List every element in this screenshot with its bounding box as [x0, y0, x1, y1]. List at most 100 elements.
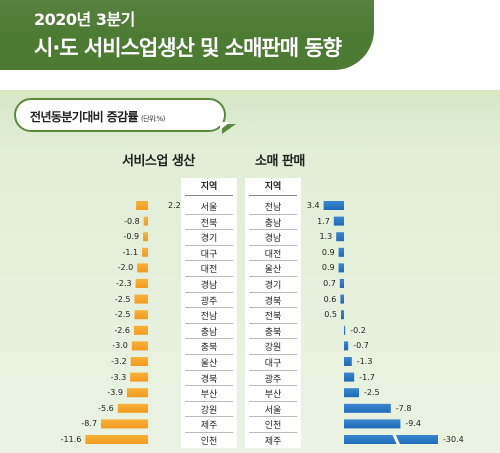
- retail-region-rule-2: [249, 244, 297, 246]
- retail-bar-1: [333, 216, 344, 226]
- retail-value-label-13: -7.8: [395, 403, 412, 413]
- service-bar-8: [134, 325, 148, 335]
- retail-region-label-8: 충북: [264, 327, 282, 338]
- retail-value-label-15: -30.4: [443, 435, 464, 444]
- service-value-label-1: -0.8: [124, 216, 140, 226]
- retail-region-rule-4: [249, 276, 297, 277]
- retail-region-label-11: 광주: [264, 374, 282, 385]
- service-region-label-1: 전북: [200, 218, 218, 229]
- retail-value-label-7: 0.5: [324, 310, 337, 320]
- retail-bar-10: [344, 357, 352, 366]
- service-bar-1: [143, 216, 148, 226]
- retail-region-header-rule: [249, 195, 297, 196]
- service-value-label-7: -2.5: [114, 310, 131, 320]
- retail-bar-7: [341, 310, 344, 320]
- retail-region-label-5: 경기: [264, 281, 282, 291]
- retail-region-rule-8: [249, 338, 297, 340]
- retail-region-label-14: 인천: [264, 421, 282, 432]
- service-region-label-0: 서울: [200, 203, 218, 213]
- service-value-label-3: -1.1: [122, 247, 139, 257]
- service-region-label-11: 경북: [200, 374, 218, 385]
- retail-section-title: 소매 판매: [255, 154, 305, 169]
- bubble-label: 전년동분기대비 증감률 (단위:%): [30, 108, 165, 125]
- retail-region-header: 지역: [264, 182, 282, 192]
- service-bar-10: [130, 357, 148, 366]
- service-region-rule-6: [185, 307, 233, 309]
- service-region-rule-5: [185, 291, 233, 293]
- service-region-rule-11: [185, 385, 233, 387]
- service-value-label-14: -8.7: [81, 419, 98, 429]
- service-region-rule-10: [185, 369, 233, 371]
- retail-region-column: [245, 178, 301, 448]
- retail-value-label-14: -9.4: [405, 419, 421, 429]
- service-bar-15: [85, 435, 148, 444]
- service-bar-6: [134, 294, 148, 304]
- retail-bar-9: [344, 341, 349, 351]
- retail-region-label-10: 대구: [264, 359, 282, 369]
- speech-bubble: [14, 98, 226, 132]
- service-region-label-14: 제주: [200, 421, 218, 432]
- service-value-label-6: -2.5: [114, 294, 131, 304]
- retail-value-label-8: -0.2: [350, 325, 366, 335]
- retail-bar-14: [344, 419, 401, 429]
- retail-region-rule-7: [249, 322, 297, 324]
- retail-region-label-6: 경북: [264, 296, 282, 307]
- retail-value-label-10: -1.3: [356, 357, 373, 366]
- service-value-label-9: -3.0: [112, 341, 128, 351]
- service-region-rule-0: [185, 213, 233, 215]
- service-section-title: 서비스업 생산: [122, 154, 195, 169]
- retail-value-label-5: 0.7: [323, 279, 336, 288]
- service-region-column: [181, 178, 237, 448]
- service-region-header: 지역: [200, 182, 218, 192]
- service-region-label-7: 전남: [200, 312, 218, 323]
- service-region-label-3: 대구: [200, 249, 218, 260]
- service-bar-13: [117, 403, 148, 413]
- service-value-label-15: -11.6: [60, 435, 82, 444]
- service-region-label-10: 울산: [200, 359, 218, 369]
- retail-bar-4: [338, 263, 344, 273]
- service-region-label-5: 경남: [200, 281, 218, 291]
- bubble-unit: (단위:%): [140, 115, 165, 123]
- retail-region-label-9: 강원: [264, 343, 282, 354]
- retail-value-label-3: 0.9: [321, 247, 335, 257]
- retail-region-rule-11: [249, 385, 297, 387]
- retail-value-label-11: -1.7: [359, 372, 375, 382]
- service-value-label-8: -2.6: [114, 325, 130, 335]
- service-value-label-12: -3.9: [107, 388, 123, 398]
- bubble-label-text: 전년동분기대비 증감률: [30, 110, 139, 124]
- retail-bar-3: [338, 247, 344, 257]
- retail-region-label-1: 충남: [264, 218, 282, 229]
- retail-bar-12: [344, 388, 359, 398]
- retail-bar-15: [344, 435, 438, 444]
- retail-region-label-7: 전북: [264, 312, 282, 323]
- service-region-rule-8: [185, 338, 233, 340]
- retail-region-rule-5: [249, 291, 297, 293]
- retail-bar-11: [344, 372, 355, 382]
- service-region-rule-14: [185, 432, 233, 433]
- service-value-label-5: -2.3: [115, 279, 132, 288]
- service-region-header-rule: [185, 195, 233, 196]
- service-region-label-6: 광주: [200, 296, 218, 307]
- service-bar-4: [137, 263, 148, 273]
- service-region-rule-7: [185, 322, 233, 324]
- service-value-label-10: -3.2: [111, 357, 127, 366]
- retail-region-rule-3: [249, 260, 297, 262]
- retail-bar-6: [340, 294, 344, 304]
- retail-value-label-6: 0.6: [323, 294, 337, 304]
- service-bar-9: [131, 341, 148, 351]
- retail-bar-13: [344, 403, 391, 413]
- retail-region-rule-0: [249, 213, 297, 215]
- retail-region-label-13: 서울: [264, 405, 282, 416]
- retail-axis-break-15: [392, 433, 401, 446]
- service-region-label-13: 강원: [200, 405, 218, 416]
- service-bar-11: [130, 372, 148, 382]
- retail-region-label-2: 경남: [264, 234, 282, 245]
- service-region-rule-1: [185, 229, 233, 231]
- retail-region-rule-14: [249, 432, 297, 433]
- retail-region-label-4: 울산: [264, 265, 282, 276]
- service-region-rule-2: [185, 244, 233, 246]
- retail-value-label-1: 1.7: [317, 216, 330, 226]
- retail-region-label-3: 대전: [264, 249, 282, 260]
- service-region-label-12: 부산: [200, 390, 218, 401]
